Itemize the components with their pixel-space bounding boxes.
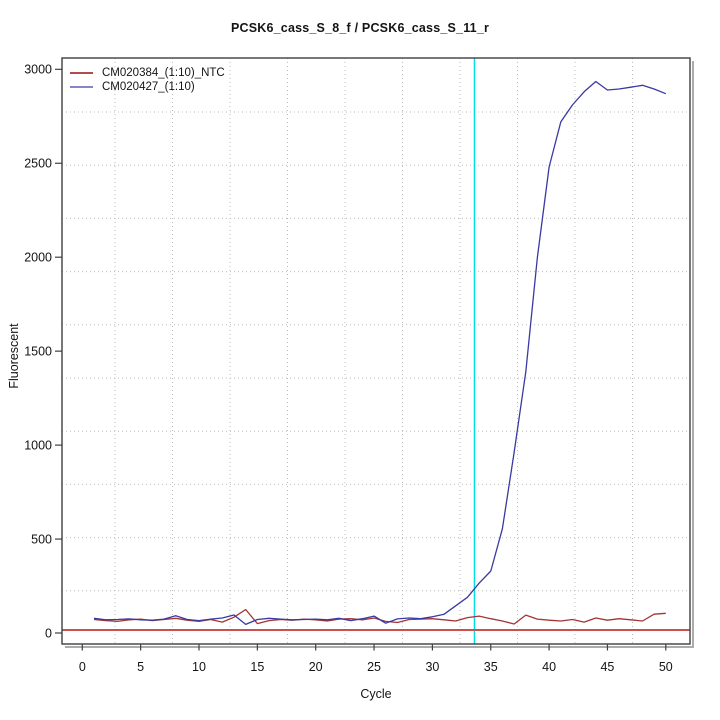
x-tick-label: 30: [425, 660, 439, 674]
x-tick-label: 15: [250, 660, 264, 674]
plot-box-border: [61, 57, 691, 645]
legend-item-sample: CM020427_(1:10): [70, 80, 225, 94]
x-tick-label: 5: [137, 660, 144, 674]
x-axis-title: Cycle: [360, 687, 392, 701]
y-axis-title: Fluorescent: [7, 323, 21, 389]
x-tick-label: 20: [309, 660, 323, 674]
y-tick-label: 500: [31, 532, 52, 546]
legend-swatch-1: [70, 86, 93, 88]
x-tick-label: 0: [79, 660, 86, 674]
y-tick-label: 1000: [24, 438, 52, 452]
x-tick-label: 45: [600, 660, 614, 674]
y-tick-label: 2500: [24, 157, 52, 171]
y-tick-label: 1500: [24, 344, 52, 358]
legend-item-ntc: CM020384_(1:10)_NTC: [70, 66, 225, 80]
y-tick-label: 3000: [24, 63, 52, 77]
x-tick-label: 25: [367, 660, 381, 674]
legend-label-sample: CM020427_(1:10): [102, 81, 195, 93]
y-tick-label: 0: [45, 626, 52, 640]
x-tick-label: 35: [484, 660, 498, 674]
legend-swatch-0: [70, 72, 93, 74]
x-tick-label: 40: [542, 660, 556, 674]
y-tick-label: 2000: [24, 251, 52, 265]
legend: CM020384_(1:10)_NTC CM020427_(1:10): [70, 66, 225, 94]
legend-label-ntc: CM020384_(1:10)_NTC: [102, 67, 225, 79]
x-tick-label: 10: [192, 660, 206, 674]
x-tick-label: 50: [659, 660, 673, 674]
series-line-cm020427-1-10-: [93, 80, 667, 626]
plot-title: PCSK6_cass_S_8_f / PCSK6_cass_S_11_r: [230, 21, 490, 35]
plot-box-shadow: [65, 61, 694, 648]
